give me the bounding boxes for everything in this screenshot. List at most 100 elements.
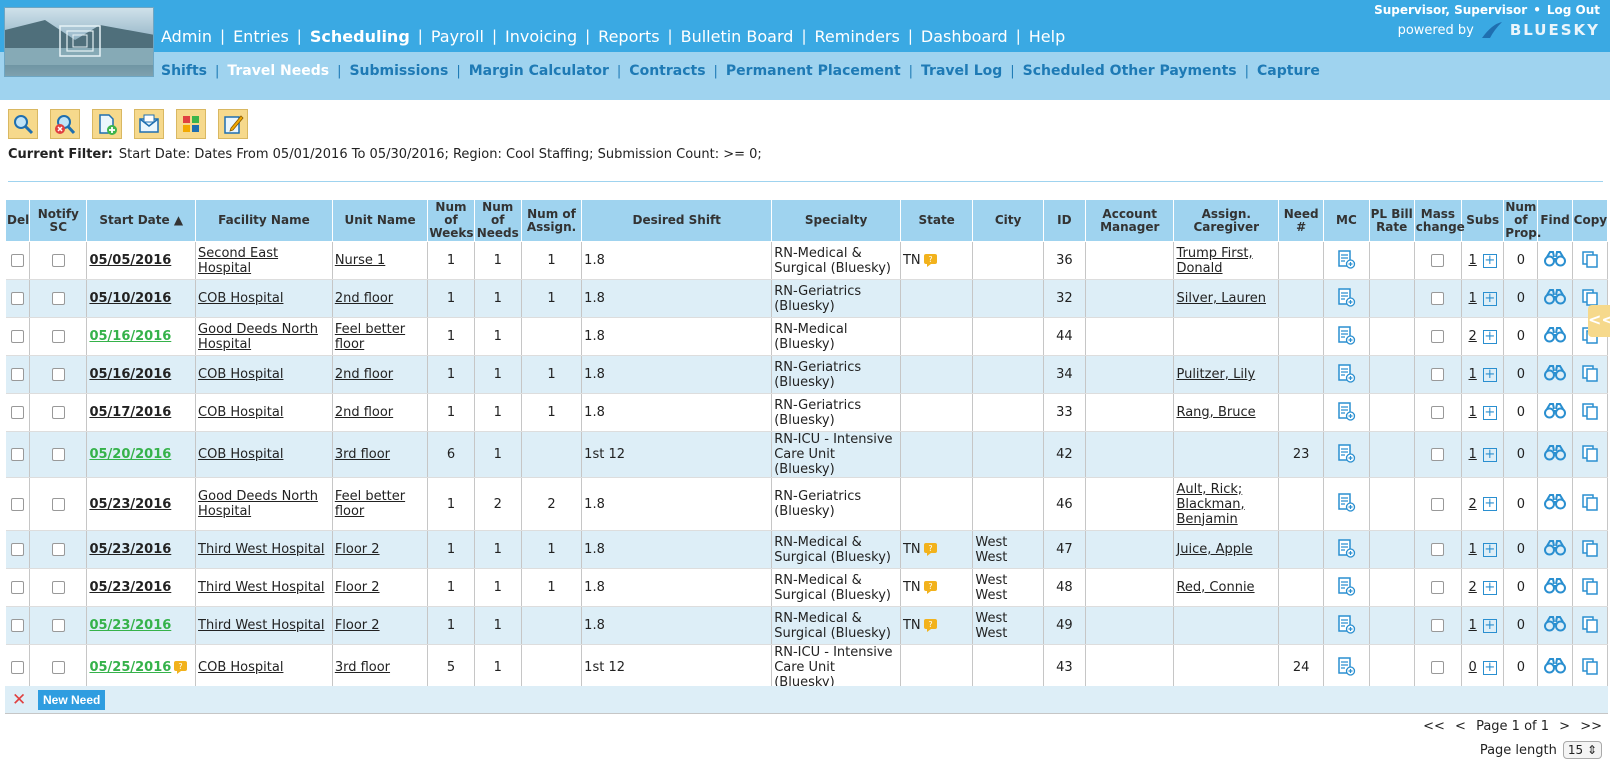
margin-calculator-icon[interactable] — [1336, 656, 1356, 676]
mass-change-checkbox[interactable] — [1431, 497, 1445, 511]
subnav-contracts[interactable]: Contracts — [629, 63, 706, 79]
margin-calculator-icon[interactable] — [1336, 401, 1356, 421]
nav-help[interactable]: Help — [1028, 26, 1066, 46]
unit-link[interactable]: 2nd floor — [334, 405, 394, 420]
first-page-link[interactable]: << — [1423, 719, 1445, 734]
notify-checkbox[interactable] — [51, 497, 65, 511]
margin-calculator-icon[interactable] — [1336, 325, 1356, 345]
binoculars-icon[interactable] — [1544, 494, 1567, 510]
notify-checkbox[interactable] — [51, 543, 65, 556]
unit-link[interactable]: Nurse 1 — [334, 253, 386, 268]
margin-calculator-icon[interactable] — [1336, 538, 1356, 558]
mass-change-checkbox[interactable] — [1431, 292, 1445, 305]
mass-change-checkbox[interactable] — [1431, 406, 1445, 419]
nav-reminders[interactable]: Reminders — [814, 26, 900, 46]
new-need-button[interactable]: New Need — [38, 690, 106, 710]
caregiver-link[interactable]: Rang, Bruce — [1176, 405, 1256, 420]
delete-checkbox[interactable] — [10, 661, 24, 674]
add-submission-icon[interactable]: + — [1482, 659, 1497, 675]
subnav-capture[interactable]: Capture — [1257, 63, 1320, 79]
start-date-link[interactable]: 05/23/2016 — [89, 496, 172, 512]
margin-calculator-icon[interactable] — [1336, 287, 1356, 307]
margin-calculator-icon[interactable] — [1336, 492, 1356, 512]
unit-link[interactable]: Floor 2 — [334, 542, 380, 557]
nav-dashboard[interactable]: Dashboard — [920, 26, 1008, 46]
mass-change-checkbox[interactable] — [1431, 448, 1445, 461]
subs-link[interactable]: 1 — [1468, 405, 1477, 420]
unit-link[interactable]: 2nd floor — [334, 367, 394, 382]
copy-icon[interactable] — [1581, 657, 1599, 675]
col-specialty[interactable]: Specialty — [771, 199, 901, 242]
last-page-link[interactable]: >> — [1580, 719, 1602, 734]
nav-admin[interactable]: Admin — [161, 26, 212, 46]
facility-link[interactable]: Third West Hospital — [198, 618, 325, 633]
delete-checkbox[interactable] — [10, 330, 24, 343]
start-date-link[interactable]: 05/25/2016 — [89, 660, 172, 675]
next-page-link[interactable]: > — [1559, 719, 1571, 734]
margin-calculator-icon[interactable] — [1336, 363, 1356, 383]
delete-checkbox[interactable] — [10, 406, 24, 419]
delete-checkbox[interactable] — [10, 619, 24, 632]
facility-link[interactable]: Second East Hospital — [198, 245, 279, 276]
facility-link[interactable]: COB Hospital — [198, 405, 284, 420]
nav-scheduling[interactable]: Scheduling — [309, 26, 410, 46]
caregiver-link[interactable]: Silver, Lauren — [1176, 291, 1266, 306]
delete-checkbox[interactable] — [10, 292, 24, 305]
add-submission-icon[interactable]: + — [1482, 446, 1497, 462]
subnav-permanent-placement[interactable]: Permanent Placement — [725, 63, 901, 79]
caregiver-link[interactable]: Juice, Apple — [1176, 542, 1253, 557]
nav-bulletin-board[interactable]: Bulletin Board — [680, 26, 794, 46]
start-date-link[interactable]: 05/23/2016 — [89, 580, 172, 595]
col-need-number[interactable]: Need # — [1278, 199, 1325, 242]
subs-link[interactable]: 1 — [1468, 291, 1477, 306]
subs-link[interactable]: 2 — [1468, 496, 1477, 512]
copy-icon[interactable] — [1581, 364, 1599, 382]
logout-link[interactable]: Log Out — [1546, 3, 1600, 17]
col-facility[interactable]: Facility Name — [195, 199, 333, 242]
unit-link[interactable]: Floor 2 — [334, 580, 380, 595]
add-submission-icon[interactable]: + — [1482, 617, 1497, 633]
col-id[interactable]: ID — [1042, 199, 1086, 242]
start-date-link[interactable]: 05/16/2016 — [89, 329, 172, 344]
notify-checkbox[interactable] — [51, 406, 65, 419]
facility-link[interactable]: Third West Hospital — [198, 542, 325, 557]
subnav-submissions[interactable]: Submissions — [349, 63, 449, 79]
binoculars-icon[interactable] — [1544, 288, 1567, 305]
col-unit[interactable]: Unit Name — [331, 199, 429, 242]
comment-flag-icon[interactable]: ? — [923, 618, 938, 633]
col-weeks[interactable]: Num of Weeks — [427, 199, 475, 242]
subnav-scheduled-other-payments[interactable]: Scheduled Other Payments — [1022, 63, 1237, 79]
caregiver-link[interactable]: Ault, Rick; Blackman, Benjamin — [1176, 481, 1245, 527]
col-start-date[interactable]: Start Date ▲ — [86, 199, 197, 242]
logo[interactable] — [4, 7, 154, 77]
caregiver-link[interactable]: Red, Connie — [1176, 580, 1255, 595]
start-date-link[interactable]: 05/23/2016 — [89, 542, 172, 557]
copy-icon[interactable] — [1581, 288, 1599, 306]
caregiver-link[interactable]: Pulitzer, Lily — [1176, 367, 1256, 382]
copy-icon[interactable] — [1581, 539, 1599, 557]
add-submission-icon[interactable]: + — [1482, 252, 1497, 268]
add-need-button[interactable] — [92, 109, 122, 139]
start-date-link[interactable]: 05/05/2016 — [89, 253, 172, 268]
mass-change-checkbox[interactable] — [1431, 543, 1445, 556]
subnav-travel-needs[interactable]: Travel Needs — [227, 63, 330, 79]
binoculars-icon[interactable] — [1544, 326, 1567, 343]
col-needs[interactable]: Num of Needs — [473, 199, 522, 242]
col-subs[interactable]: Subs — [1461, 199, 1505, 242]
nav-invoicing[interactable]: Invoicing — [505, 26, 578, 46]
binoculars-icon[interactable] — [1544, 364, 1567, 381]
start-date-link[interactable]: 05/23/2016 — [89, 618, 172, 633]
notify-checkbox[interactable] — [51, 368, 65, 381]
subs-link[interactable]: 2 — [1468, 329, 1477, 344]
search-button[interactable] — [8, 109, 38, 139]
facility-link[interactable]: Good Deeds North Hospital — [198, 489, 318, 519]
col-proposals[interactable]: Num of Prop. — [1503, 199, 1542, 242]
copy-icon[interactable] — [1581, 577, 1599, 595]
copy-icon[interactable] — [1581, 250, 1599, 268]
col-city[interactable]: City — [972, 199, 1044, 242]
notify-checkbox[interactable] — [51, 448, 65, 461]
col-pl-bill-rate[interactable]: PL Bill Rate — [1368, 199, 1415, 242]
edit-button[interactable] — [218, 109, 248, 139]
nav-payroll[interactable]: Payroll — [430, 26, 484, 46]
delete-checkbox[interactable] — [10, 448, 24, 461]
